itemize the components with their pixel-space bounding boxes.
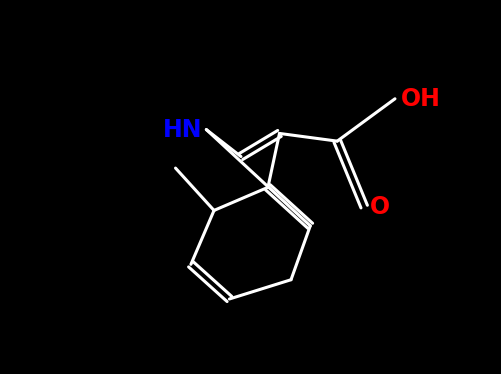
Text: OH: OH xyxy=(401,87,441,111)
Text: O: O xyxy=(370,194,390,218)
Text: HN: HN xyxy=(163,117,202,142)
